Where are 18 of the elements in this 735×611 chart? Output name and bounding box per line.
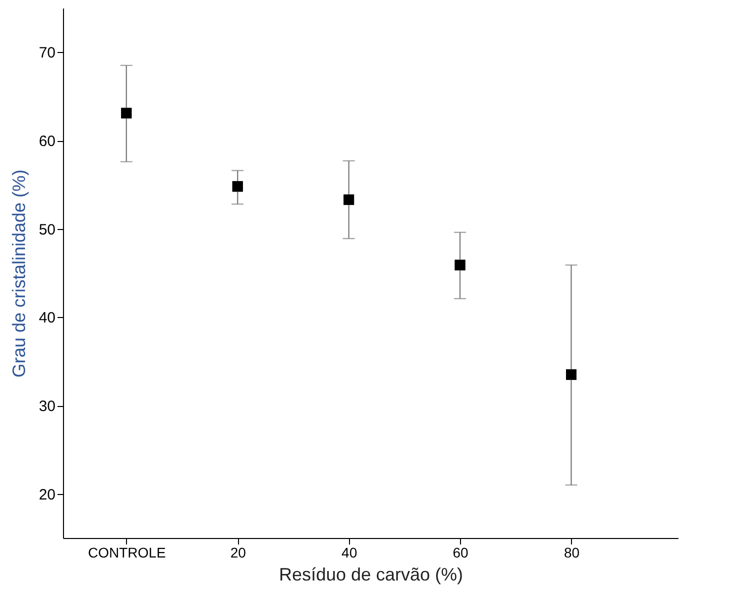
y-tick-label: 40: [38, 310, 56, 327]
x-tick-label: 20: [230, 544, 246, 560]
x-tick-label: 80: [564, 544, 580, 560]
y-tick-label: 60: [38, 133, 56, 150]
point: [121, 108, 132, 118]
x-tick-label: CONTROLE: [88, 544, 166, 560]
y-tick-label: 50: [38, 221, 56, 238]
y-axis-title: Grau de cristalinidade (%): [8, 169, 29, 378]
y-tick-label: 70: [38, 44, 56, 62]
point: [566, 369, 576, 380]
point: [232, 181, 243, 192]
x-tick-label: 40: [342, 544, 358, 560]
x-tick-label: 60: [452, 544, 469, 560]
point: [454, 260, 466, 270]
x-axis-title: Resíduo de carvão (%): [278, 564, 464, 584]
y-tick-label: 20: [38, 486, 56, 504]
y-tick-label: 30: [38, 398, 56, 415]
point: [344, 194, 354, 205]
